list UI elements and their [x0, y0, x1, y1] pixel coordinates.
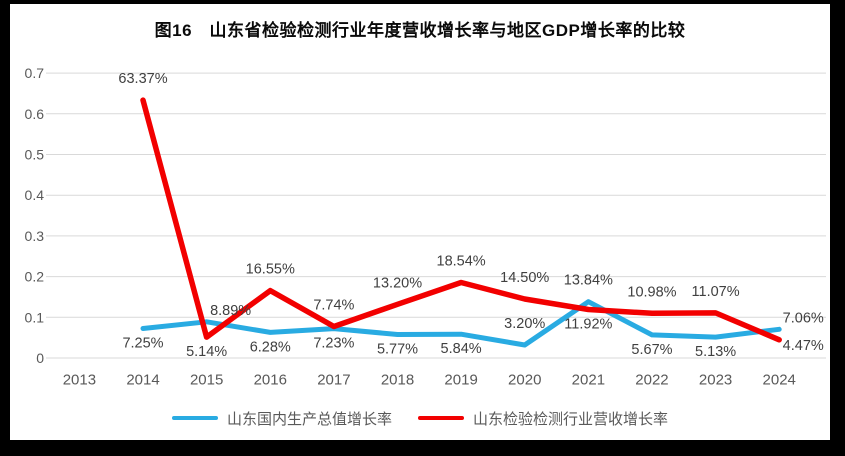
data-label-gdp-2022: 5.67%: [631, 342, 672, 358]
y-tick-label: 0.7: [25, 65, 45, 81]
data-label-gdp-2021: 13.84%: [564, 273, 613, 289]
data-label-industry-2017: 7.74%: [313, 297, 354, 313]
data-label-industry-2014: 63.37%: [118, 71, 167, 87]
data-label-gdp-2016: 6.28%: [250, 339, 291, 355]
data-label-gdp-2020: 3.20%: [504, 316, 545, 332]
y-tick-label: 0.6: [25, 106, 45, 122]
data-label-industry-2022: 10.98%: [627, 284, 676, 300]
frame-edge-right: [830, 0, 845, 456]
x-tick-label: 2022: [635, 372, 668, 389]
x-tick-label: 2021: [572, 372, 605, 389]
data-label-gdp-2014: 7.25%: [122, 335, 163, 351]
data-label-industry-2020: 14.50%: [500, 270, 549, 286]
data-label-gdp-2017: 7.23%: [313, 336, 354, 352]
legend-line-swatch-gdp: [171, 416, 218, 420]
chart-title: 图16 山东省检验检测行业年度营收增长率与地区GDP增长率的比较: [154, 21, 686, 40]
data-label-gdp-2015: 8.89%: [210, 303, 251, 319]
y-tick-label: 0.3: [25, 228, 45, 244]
y-tick-label: 0: [36, 350, 44, 366]
frame-edge-bottom: [0, 440, 845, 456]
series-line-gdp: [140, 299, 782, 348]
data-label-industry-2024: 4.47%: [783, 338, 824, 354]
chart-legend: 山东国内生产总值增长率 山东检验检测行业营收增长率: [10, 404, 830, 432]
y-tick-label: 0.2: [25, 269, 45, 285]
data-label-gdp-2018: 5.77%: [377, 342, 418, 358]
x-tick-label: 2024: [763, 372, 796, 389]
data-label-gdp-2019: 5.84%: [441, 341, 482, 357]
x-tick-label: 2023: [699, 372, 732, 389]
legend-item-gdp: 山东国内生产总值增长率: [171, 408, 392, 429]
series-line-industry: [140, 97, 782, 343]
y-tick-label: 0.5: [25, 147, 45, 163]
data-label-industry-2023: 11.07%: [692, 284, 740, 300]
frame-edge-top: [0, 0, 845, 4]
frame-edge-left: [0, 0, 10, 456]
legend-label-industry: 山东检验检测行业营收增长率: [473, 410, 669, 428]
x-tick-label: 2018: [381, 372, 414, 389]
x-tick-label: 2016: [254, 372, 287, 389]
data-label-gdp-2023: 5.13%: [695, 344, 736, 360]
data-label-gdp-2024: 7.06%: [783, 310, 824, 326]
x-tick-label: 2020: [508, 372, 541, 389]
y-tick-label: 0.4: [25, 187, 45, 203]
legend-line-swatch-industry: [418, 416, 464, 420]
x-tick-label: 2014: [126, 372, 159, 389]
legend-label-gdp: 山东国内生产总值增长率: [226, 410, 392, 428]
data-label-industry-2018: 13.20%: [373, 275, 422, 291]
x-tick-label: 2013: [63, 372, 96, 389]
data-label-industry-2015: 5.14%: [186, 344, 227, 360]
x-tick-label: 2017: [317, 372, 350, 389]
data-label-industry-2019: 18.54%: [437, 254, 486, 270]
x-tick-label: 2019: [444, 372, 477, 389]
data-label-industry-2016: 16.55%: [246, 262, 295, 278]
x-tick-label: 2015: [190, 372, 223, 389]
legend-item-industry: 山东检验检测行业营收增长率: [418, 408, 668, 429]
data-label-industry-2021: 11.92%: [564, 316, 612, 332]
y-tick-label: 0.1: [25, 309, 45, 325]
